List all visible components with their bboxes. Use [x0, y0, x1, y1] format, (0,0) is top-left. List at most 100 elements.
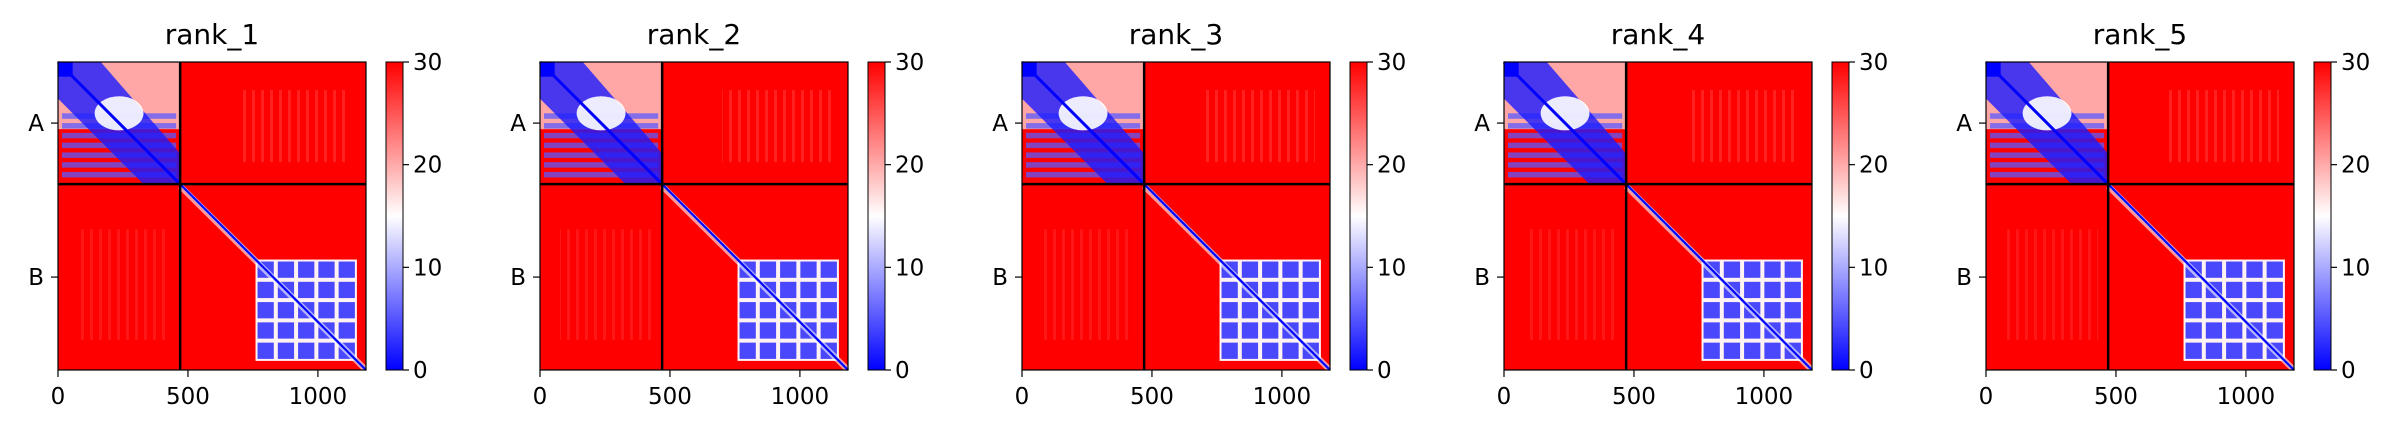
chain-b-domain-cell [338, 261, 355, 278]
chain-b-domain-cell [739, 322, 756, 339]
offdiag-texture-ab [1686, 90, 1797, 163]
y-tick-label: B [992, 265, 1008, 291]
chain-b-diagonal [1625, 183, 1813, 371]
chain-a-contact-lobe [94, 96, 144, 131]
chain-a-band [1026, 171, 1141, 178]
chain-b-domain-cell [298, 342, 315, 359]
chain-b-domain-cell [1744, 342, 1761, 359]
plot-frame [1985, 61, 2295, 371]
chain-b-domain-cell [1723, 302, 1741, 319]
colorbar [386, 62, 403, 370]
chain-b-domain-cell [1262, 281, 1279, 299]
offdiag-texture-ba [560, 229, 653, 340]
chain-b-domain-cell [1703, 302, 1720, 319]
chain-b-domain-cell [277, 322, 295, 339]
chain-b-domain-cell [820, 322, 837, 339]
chain-b-domain-cell [1302, 302, 1319, 319]
panel-5: rank_5 A B 0 500 1000 0 10 20 30 [1956, 18, 2370, 410]
colorbar-tick-label: 0 [895, 358, 910, 384]
x-tick-label: 1000 [1253, 384, 1312, 410]
chain-b-domain-cell [2185, 342, 2202, 359]
chain-b-domain-cell [2246, 281, 2263, 299]
x-tick-label: 0 [1497, 384, 1512, 410]
chain-b-domain-cell [1221, 342, 1238, 359]
x-tick-label: 1000 [1735, 384, 1794, 410]
chain-a-band [1990, 162, 2105, 168]
chain-a-contact-lobe [1058, 96, 1108, 131]
chain-a-band [1990, 171, 2105, 178]
chain-b-domain-cell [2185, 322, 2202, 339]
panel-title: rank_1 [165, 18, 259, 51]
offdiag-texture-ab [240, 90, 351, 163]
colorbar-tick-label: 10 [2341, 255, 2370, 281]
x-tick-label: 500 [648, 384, 692, 410]
x-tick-label: 500 [1130, 384, 1174, 410]
y-tick-label: B [28, 265, 44, 291]
plot-frame [57, 61, 367, 371]
chain-b-domain-cell [277, 302, 295, 319]
x-tick-label: 0 [51, 384, 66, 410]
panel-title: rank_3 [1129, 18, 1223, 51]
chain-a-band [1508, 171, 1623, 178]
colorbar-frame [867, 61, 886, 371]
chain-b-domain-cell [759, 322, 777, 339]
colorbar-tick-label: 20 [1859, 153, 1888, 179]
x-tick-label: 1000 [289, 384, 348, 410]
chain-b-domain-cell [780, 342, 797, 359]
colorbar-tick-label: 30 [1859, 50, 1888, 76]
y-tick-label: A [992, 111, 1008, 137]
offdiag-texture-ab [722, 90, 833, 163]
chain-b-domain-cell [2226, 342, 2243, 359]
chain-b-domain-cell [2246, 302, 2263, 319]
offdiag-texture-ab [1204, 90, 1315, 163]
chain-b-domain-cell [1221, 322, 1238, 339]
y-tick-label: B [510, 265, 526, 291]
chain-b-domain-cell [739, 302, 756, 319]
chain-b-domain-cell [1282, 342, 1299, 359]
chain-a-contact-lobe [576, 96, 626, 131]
chain-b-domain-cell [1723, 342, 1741, 359]
chain-b-domain-cell [1241, 322, 1259, 339]
colorbar-frame [1349, 61, 1368, 371]
chain-b-domain-cell [1764, 281, 1781, 299]
chain-b-domain-cell [800, 261, 817, 278]
chain-b-domain-cell [2205, 261, 2223, 278]
colorbar-tick-label: 10 [1859, 255, 1888, 281]
chain-b-domain-cell [1784, 261, 1801, 278]
chain-b-domain-cell [820, 302, 837, 319]
colorbar-frame [385, 61, 404, 371]
chain-b-domain-cell [2205, 302, 2223, 319]
chain-b-domain-cell [1262, 342, 1279, 359]
offdiag-texture-ba [1524, 229, 1617, 340]
chain-b-domain-cell [2266, 302, 2283, 319]
chain-b-domain-cell [2226, 281, 2243, 299]
chain-b-diagonal [2107, 183, 2295, 371]
chain-b-domain-cell [2266, 281, 2283, 299]
chain-b-domain-cell [318, 342, 335, 359]
panel-2: rank_2 A B 0 500 1000 0 10 20 30 [510, 18, 924, 410]
chain-b-domain-cell [1784, 281, 1801, 299]
chain-a-band [544, 162, 659, 168]
colorbar [1350, 62, 1367, 370]
offdiag-texture-ba [78, 229, 171, 340]
colorbar [868, 62, 885, 370]
chain-b-domain-cell [257, 342, 274, 359]
colorbar-tick-label: 20 [2341, 153, 2370, 179]
offdiag-texture-ba [2006, 229, 2099, 340]
chain-b-domain-cell [257, 281, 274, 299]
chain-b-domain-cell [1744, 322, 1761, 339]
chain-b-domain-cell [298, 281, 315, 299]
chain-b-domain-cell [1241, 342, 1259, 359]
y-tick-label: A [1474, 111, 1490, 137]
chain-a-contact-lobe [2022, 96, 2072, 131]
panel-title: rank_2 [647, 18, 741, 51]
chain-b-domain-cell [277, 261, 295, 278]
panel-3: rank_3 A B 0 500 1000 0 10 20 30 [992, 18, 1406, 410]
chain-b-domain-cell [1723, 261, 1741, 278]
chain-b-domain-cell [1703, 342, 1720, 359]
chain-b-domain-cell [338, 281, 355, 299]
chain-b-domain-cell [298, 322, 315, 339]
chain-b-domain-cell [1302, 261, 1319, 278]
chain-b-domain-cell [1221, 281, 1238, 299]
y-tick-label: A [510, 111, 526, 137]
